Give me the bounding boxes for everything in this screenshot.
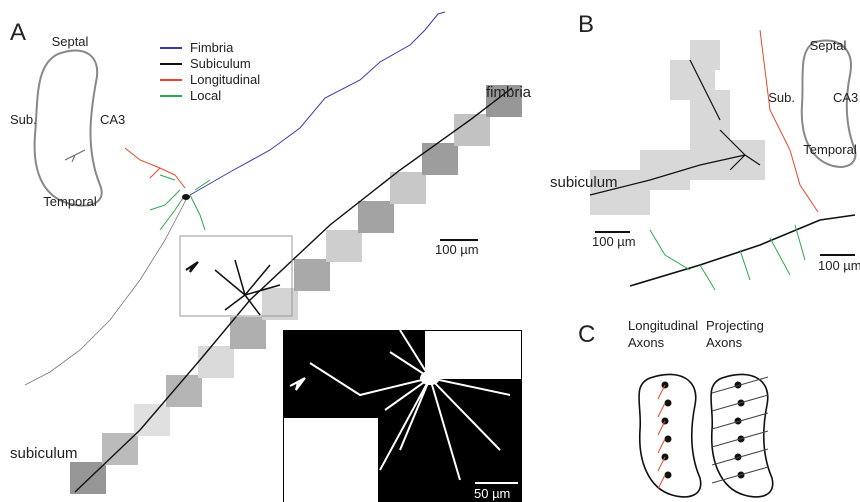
arrow bbox=[186, 262, 198, 272]
scale-label: 100 µm bbox=[592, 234, 636, 249]
tile bbox=[198, 346, 234, 378]
panel-title: Axons bbox=[628, 335, 665, 350]
tile bbox=[262, 288, 298, 320]
local-axon bbox=[650, 225, 805, 290]
soma bbox=[665, 400, 672, 407]
axon bbox=[712, 395, 768, 411]
panel-title: Longitudinal bbox=[628, 318, 698, 333]
region-label: fimbria bbox=[486, 84, 532, 101]
region-label: CA3 bbox=[100, 112, 125, 127]
tile bbox=[690, 40, 720, 70]
panel-label: B bbox=[578, 11, 594, 38]
panel-label: A bbox=[10, 19, 26, 46]
hippocampus-outline bbox=[639, 374, 701, 496]
longitudinal-axon bbox=[125, 148, 185, 188]
tile bbox=[230, 317, 266, 349]
figure: A Septal Sub. CA3 Temporal FimbriaSubicu… bbox=[0, 0, 860, 502]
axon bbox=[658, 475, 665, 489]
axon bbox=[658, 457, 665, 471]
legend-label: Local bbox=[190, 88, 221, 103]
thin-axon bbox=[25, 196, 188, 385]
panel-title: Projecting bbox=[706, 318, 764, 333]
tile bbox=[390, 172, 426, 204]
axon bbox=[712, 449, 768, 465]
panel-c-neurons bbox=[658, 377, 768, 489]
axon bbox=[658, 403, 665, 417]
panel-title: Axons bbox=[706, 335, 743, 350]
schematic-neuron bbox=[65, 150, 85, 162]
region-label: Sub. bbox=[10, 112, 37, 127]
local-axon bbox=[150, 175, 210, 230]
region-label: Temporal bbox=[43, 194, 97, 209]
tile bbox=[294, 259, 330, 291]
scale-label: 100 µm bbox=[818, 258, 860, 273]
region-label: CA3 bbox=[833, 90, 858, 105]
region-label: Temporal bbox=[803, 142, 857, 157]
inset-soma bbox=[420, 371, 440, 385]
region-label: Septal bbox=[52, 34, 89, 49]
axon bbox=[712, 413, 768, 429]
legend-label: Fimbria bbox=[190, 40, 234, 55]
axon bbox=[658, 385, 665, 399]
scale-label: 50 µm bbox=[474, 486, 510, 501]
panel-label: C bbox=[578, 321, 595, 348]
longitudinal-axon bbox=[760, 30, 818, 212]
region-label: Sub. bbox=[768, 90, 795, 105]
inset-blank bbox=[425, 331, 521, 379]
soma bbox=[182, 194, 190, 200]
soma bbox=[665, 472, 672, 479]
tile bbox=[710, 140, 765, 180]
axon bbox=[712, 431, 768, 447]
subiculum-axon bbox=[630, 215, 855, 286]
region-label: subiculum bbox=[550, 174, 618, 191]
soma bbox=[665, 436, 672, 443]
region-label: Septal bbox=[810, 38, 847, 53]
tile bbox=[358, 201, 394, 233]
tile bbox=[422, 143, 458, 175]
scale-label: 100 µm bbox=[435, 242, 479, 257]
region-label: subiculum bbox=[10, 445, 78, 462]
inset-blank bbox=[284, 418, 378, 502]
hippocampus-outline bbox=[35, 50, 102, 205]
legend-label: Longitudinal bbox=[190, 72, 260, 87]
legend-label: Subiculum bbox=[190, 56, 251, 71]
tile bbox=[166, 375, 202, 407]
tile bbox=[326, 230, 362, 262]
axon bbox=[658, 439, 665, 453]
axon bbox=[658, 421, 665, 435]
